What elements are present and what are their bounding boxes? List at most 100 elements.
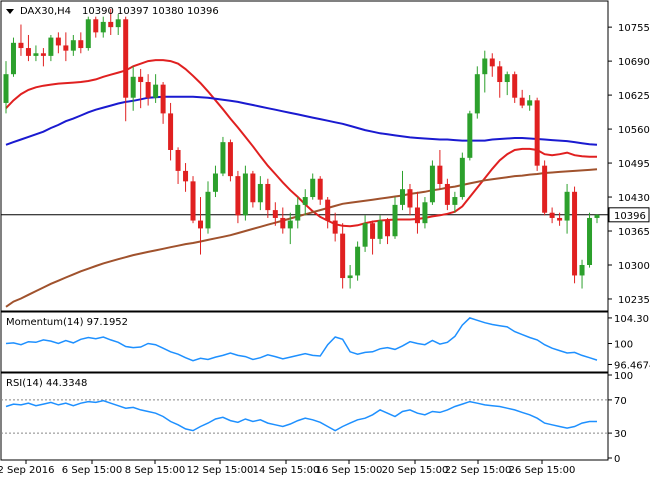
candle[interactable]: [33, 45, 39, 62]
candle[interactable]: [48, 34, 54, 62]
candle[interactable]: [422, 197, 428, 229]
triangle-down-icon[interactable]: [6, 9, 14, 14]
candle[interactable]: [572, 186, 578, 284]
candle[interactable]: [130, 66, 136, 111]
candle[interactable]: [534, 97, 540, 171]
candle[interactable]: [310, 173, 316, 200]
candle[interactable]: [519, 89, 525, 109]
candle[interactable]: [272, 202, 278, 226]
candle[interactable]: [257, 176, 263, 211]
rsi-plot-area[interactable]: [1, 399, 608, 434]
candle[interactable]: [527, 95, 533, 111]
candle-body: [310, 178, 316, 198]
candle[interactable]: [542, 160, 548, 216]
candle[interactable]: [40, 48, 46, 67]
candle[interactable]: [399, 170, 405, 211]
rsi-tick-label: 70: [614, 396, 627, 407]
candle[interactable]: [512, 71, 518, 103]
candle[interactable]: [78, 32, 84, 54]
candle[interactable]: [235, 170, 241, 224]
candle[interactable]: [504, 71, 510, 96]
momentum-plot-area[interactable]: [5, 317, 598, 362]
candle[interactable]: [295, 197, 301, 229]
candle[interactable]: [549, 207, 555, 224]
candle[interactable]: [93, 16, 99, 38]
candle-body: [93, 19, 99, 33]
candle[interactable]: [347, 264, 353, 289]
candle[interactable]: [414, 191, 420, 234]
candle[interactable]: [168, 102, 174, 161]
candle[interactable]: [459, 152, 465, 200]
candle[interactable]: [452, 191, 458, 213]
price-tick-label: 10625: [618, 91, 650, 102]
candle[interactable]: [467, 110, 473, 161]
candle[interactable]: [594, 214, 600, 224]
candle[interactable]: [287, 212, 293, 245]
candle[interactable]: [220, 136, 226, 177]
candle[interactable]: [190, 176, 196, 224]
candle[interactable]: [587, 212, 593, 268]
candle-body: [527, 100, 533, 106]
candle[interactable]: [70, 34, 76, 56]
candle[interactable]: [123, 16, 129, 122]
candle[interactable]: [212, 165, 218, 198]
candle[interactable]: [579, 259, 585, 289]
candle[interactable]: [115, 14, 121, 35]
price-plot-area[interactable]: [1, 8, 608, 308]
candle[interactable]: [392, 197, 398, 239]
candle[interactable]: [108, 8, 114, 35]
candle[interactable]: [145, 74, 151, 106]
candle[interactable]: [377, 215, 383, 245]
candle[interactable]: [302, 189, 308, 216]
candle[interactable]: [160, 82, 166, 124]
candle[interactable]: [205, 181, 211, 234]
candle-body: [265, 183, 271, 211]
candle[interactable]: [340, 223, 346, 289]
candle[interactable]: [183, 163, 189, 192]
candle[interactable]: [153, 74, 159, 103]
candle[interactable]: [325, 197, 331, 229]
candle[interactable]: [250, 170, 256, 208]
candle[interactable]: [437, 149, 443, 190]
time-tick-label: 22 Sep 15:00: [445, 465, 512, 476]
candle[interactable]: [317, 176, 323, 205]
candle[interactable]: [370, 220, 376, 255]
candle[interactable]: [407, 183, 413, 216]
candle[interactable]: [265, 178, 271, 218]
candle[interactable]: [175, 147, 181, 184]
candle[interactable]: [85, 16, 91, 51]
rsi-title: RSI(14) 44.3348: [6, 378, 87, 389]
candle[interactable]: [55, 32, 61, 54]
candle[interactable]: [355, 241, 361, 281]
candle-body: [534, 100, 540, 166]
candle[interactable]: [3, 61, 9, 114]
candle-body: [3, 74, 9, 103]
candle[interactable]: [10, 37, 16, 77]
time-tick-label: 2 Sep 2016: [0, 465, 55, 476]
candle-body: [489, 58, 495, 67]
candle[interactable]: [138, 68, 144, 109]
candle[interactable]: [100, 16, 106, 38]
candle[interactable]: [564, 183, 570, 234]
candle[interactable]: [444, 178, 450, 211]
candle[interactable]: [497, 61, 503, 98]
candle[interactable]: [332, 212, 338, 242]
candle[interactable]: [482, 50, 488, 93]
candle[interactable]: [63, 32, 69, 62]
candle[interactable]: [227, 139, 233, 182]
candle[interactable]: [25, 34, 31, 62]
candle[interactable]: [198, 197, 204, 255]
candle[interactable]: [489, 53, 495, 77]
candle[interactable]: [429, 160, 435, 205]
candle[interactable]: [362, 215, 368, 252]
momentum-line: [5, 317, 598, 362]
candle[interactable]: [385, 217, 391, 245]
candle[interactable]: [474, 66, 480, 119]
candle-body: [10, 42, 16, 75]
candle[interactable]: [18, 24, 24, 56]
candle[interactable]: [280, 207, 286, 234]
candle[interactable]: [557, 212, 563, 226]
candle[interactable]: [242, 165, 248, 221]
